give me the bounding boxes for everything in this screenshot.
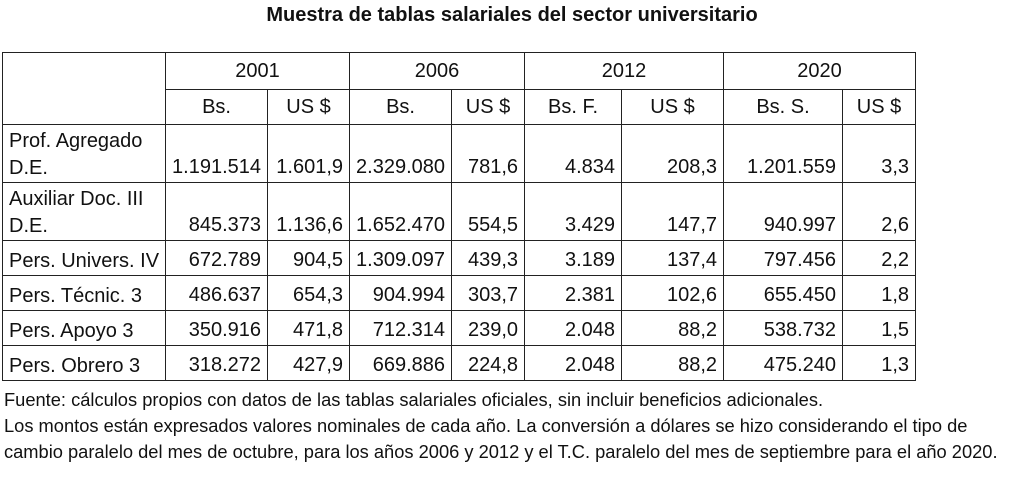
value-cell: 303,7 [451,275,526,311]
value-cell: 904.994 [349,275,453,311]
value-cell: 1,8 [842,275,917,311]
table-row: Auxiliar Doc. III D.E. 845.373 1.136,6 1.652… [1,182,917,241]
year-2020: 2020 [723,52,917,90]
value-cell: 1.191.514 [165,124,269,183]
value-cell: 2.048 [524,345,623,381]
unit-header-row: Bs. US $ Bs. US $ Bs. F. US $ Bs. S. US … [3,89,917,125]
row-label: Pers. Univers. IV [1,240,167,276]
conversion-note: Los montos están expresados valores nomi… [4,415,998,462]
table-row: Pers. Técnic. 3 486.637 654,3 904.994 303,7 2… [1,275,917,311]
value-cell: 554,5 [451,182,526,241]
value-cell: 471,8 [267,310,351,346]
value-cell: 1.136,6 [267,182,351,241]
salary-table: 2001 2006 2012 2020 Bs. US $ Bs. US $ Bs… [1,52,917,381]
value-cell: 781,6 [451,124,526,183]
value-cell: 224,8 [451,345,526,381]
row-label-line: D.E. [9,157,48,179]
corner-cell [1,52,167,125]
row-label: Auxiliar Doc. III D.E. [1,182,167,241]
unit-header: Bs. [349,89,453,125]
value-cell: 486.637 [165,275,269,311]
value-cell: 2,2 [842,240,917,276]
year-2001: 2001 [165,52,351,90]
unit-header: US $ [621,89,725,125]
value-cell: 208,3 [621,124,725,183]
unit-header: Bs. [165,89,269,125]
value-cell: 3.189 [524,240,623,276]
unit-header: US $ [842,89,917,125]
value-cell: 318.272 [165,345,269,381]
value-cell: 845.373 [165,182,269,241]
value-cell: 1.201.559 [723,124,844,183]
table-row: Prof. Agregado D.E. 1.191.514 1.601,9 2.329.… [1,124,917,183]
value-cell: 712.314 [349,310,453,346]
value-cell: 940.997 [723,182,844,241]
value-cell: 1.601,9 [267,124,351,183]
year-2006: 2006 [349,52,526,90]
value-cell: 88,2 [621,345,725,381]
year-header-row: 2001 2006 2012 2020 [1,52,917,125]
source-note: Fuente: cálculos propios con datos de la… [4,389,824,410]
value-cell: 797.456 [723,240,844,276]
year-2012: 2012 [524,52,725,90]
table-row: Pers. Apoyo 3 350.916 471,8 712.314 239,0 2.0… [1,310,917,346]
value-cell: 669.886 [349,345,453,381]
table-row: Pers. Obrero 3 318.272 427,9 669.886 224,8 2.… [1,345,917,381]
row-label-line: Auxiliar Doc. III [9,188,144,210]
row-label: Prof. Agregado D.E. [1,124,167,183]
row-label-line: D.E. [9,215,48,237]
value-cell: 672.789 [165,240,269,276]
value-cell: 654,3 [267,275,351,311]
value-cell: 102,6 [621,275,725,311]
value-cell: 427,9 [267,345,351,381]
value-cell: 3,3 [842,124,917,183]
row-label-line: Pers. Apoyo 3 [9,320,134,342]
row-label-line: Pers. Univers. IV [9,250,160,272]
row-label: Pers. Obrero 3 [1,345,167,381]
row-label-line: Pers. Obrero 3 [9,355,141,377]
value-cell: 88,2 [621,310,725,346]
value-cell: 1.652.470 [349,182,453,241]
row-label: Pers. Apoyo 3 [1,310,167,346]
row-label-line: Prof. Agregado [9,130,143,152]
value-cell: 1,3 [842,345,917,381]
value-cell: 2,6 [842,182,917,241]
value-cell: 3.429 [524,182,623,241]
value-cell: 2.329.080 [349,124,453,183]
value-cell: 904,5 [267,240,351,276]
value-cell: 538.732 [723,310,844,346]
value-cell: 4.834 [524,124,623,183]
unit-header: Bs. F. [524,89,623,125]
value-cell: 350.916 [165,310,269,346]
table-row: Pers. Univers. IV 672.789 904,5 1.309.097 43… [1,240,917,276]
table-title: Muestra de tablas salariales del sector … [266,4,758,26]
value-cell: 2.048 [524,310,623,346]
unit-header: US $ [451,89,526,125]
unit-header: Bs. S. [723,89,844,125]
value-cell: 439,3 [451,240,526,276]
value-cell: 137,4 [621,240,725,276]
value-cell: 1.309.097 [349,240,453,276]
row-label: Pers. Técnic. 3 [1,275,167,311]
value-cell: 147,7 [621,182,725,241]
value-cell: 475.240 [723,345,844,381]
footnotes: Fuente: cálculos propios con datos de la… [4,387,1024,465]
value-cell: 2.381 [524,275,623,311]
value-cell: 239,0 [451,310,526,346]
row-label-line: Pers. Técnic. 3 [9,285,143,307]
unit-header: US $ [267,89,351,125]
value-cell: 655.450 [723,275,844,311]
value-cell: 1,5 [842,310,917,346]
